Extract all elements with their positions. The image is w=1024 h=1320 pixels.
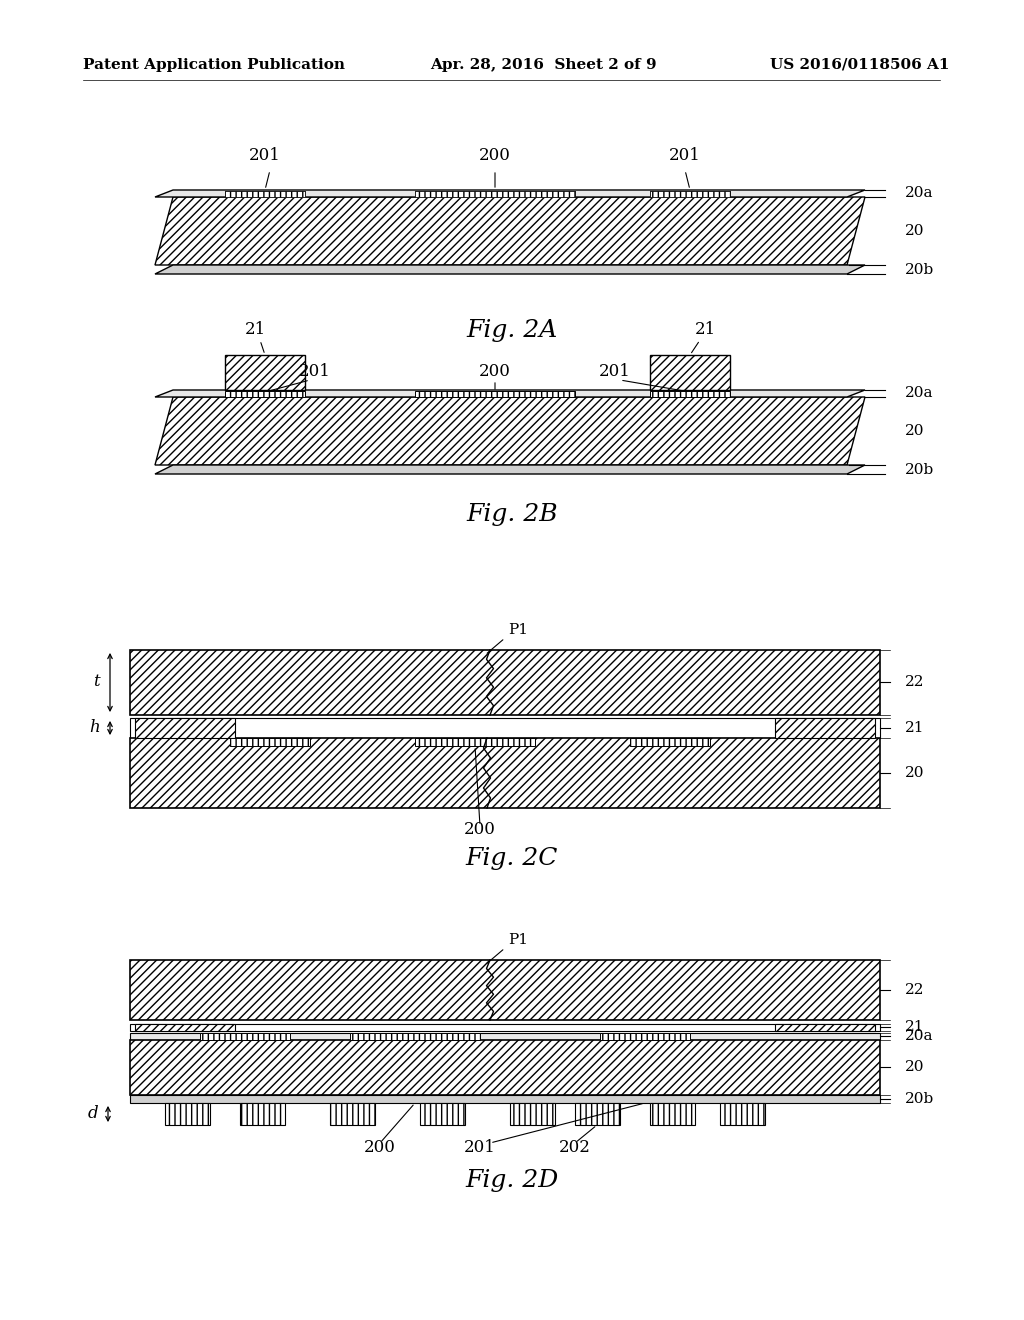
Text: 21: 21	[694, 322, 716, 338]
Bar	[225, 355, 305, 389]
Text: P1: P1	[508, 933, 528, 946]
Bar	[415, 191, 575, 197]
Text: t: t	[93, 673, 100, 690]
Text: 21: 21	[905, 1020, 925, 1034]
Bar	[415, 391, 575, 397]
Bar	[650, 191, 730, 197]
Bar	[130, 960, 880, 1020]
Bar	[135, 1024, 234, 1031]
Text: 201: 201	[599, 363, 631, 380]
Text: 21: 21	[245, 322, 265, 338]
Bar	[575, 1104, 620, 1125]
Text: Apr. 28, 2016  Sheet 2 of 9: Apr. 28, 2016 Sheet 2 of 9	[430, 58, 656, 73]
Text: 20a: 20a	[905, 186, 934, 201]
Polygon shape	[155, 465, 865, 474]
Bar	[600, 1034, 690, 1040]
Bar	[130, 649, 880, 715]
Bar	[650, 355, 730, 389]
Bar	[165, 1104, 210, 1125]
Bar	[350, 1034, 480, 1040]
Text: 20a: 20a	[905, 1030, 934, 1043]
Bar	[720, 1104, 765, 1125]
Bar	[775, 1024, 874, 1031]
Bar	[230, 738, 310, 746]
Text: 20: 20	[905, 766, 925, 780]
Bar	[130, 1096, 880, 1104]
Bar	[135, 718, 234, 738]
Text: Patent Application Publication: Patent Application Publication	[83, 58, 345, 73]
Text: 20: 20	[905, 424, 925, 438]
Bar	[510, 1104, 555, 1125]
Bar	[130, 718, 880, 738]
Bar	[650, 391, 730, 397]
Bar	[630, 738, 710, 746]
Bar	[225, 191, 305, 197]
Polygon shape	[155, 265, 865, 275]
Text: 202: 202	[559, 1138, 591, 1155]
Text: 21: 21	[905, 721, 925, 735]
Text: 20: 20	[905, 224, 925, 238]
Bar	[420, 1104, 465, 1125]
Text: Fig. 2B: Fig. 2B	[466, 503, 558, 525]
Text: 200: 200	[479, 363, 511, 380]
Bar	[650, 1104, 695, 1125]
Text: Fig. 2C: Fig. 2C	[466, 846, 558, 870]
Bar	[415, 738, 535, 746]
Text: 201: 201	[249, 147, 281, 164]
Polygon shape	[155, 197, 865, 265]
Bar	[200, 1034, 290, 1040]
Text: 20: 20	[905, 1060, 925, 1074]
Text: 201: 201	[299, 363, 331, 380]
Bar	[330, 1104, 375, 1125]
Bar	[775, 718, 874, 738]
Bar	[130, 1024, 880, 1031]
Bar	[415, 191, 575, 197]
Text: P1: P1	[508, 623, 528, 638]
Text: 200: 200	[365, 1138, 396, 1155]
Text: 20b: 20b	[905, 263, 934, 277]
Text: d: d	[87, 1106, 98, 1122]
Text: h: h	[89, 719, 100, 737]
Bar	[130, 1034, 880, 1040]
Text: 22: 22	[905, 675, 925, 689]
Bar	[130, 738, 880, 808]
Text: 20b: 20b	[905, 1092, 934, 1106]
Text: 20a: 20a	[905, 385, 934, 400]
Text: 200: 200	[479, 147, 511, 164]
Text: 201: 201	[669, 147, 701, 164]
Text: Fig. 2A: Fig. 2A	[466, 318, 558, 342]
Text: 20b: 20b	[905, 463, 934, 477]
Bar	[225, 391, 305, 397]
Polygon shape	[155, 389, 865, 397]
Polygon shape	[155, 190, 865, 197]
Polygon shape	[155, 397, 865, 465]
Text: 22: 22	[905, 983, 925, 997]
Bar	[130, 1040, 880, 1096]
Text: Fig. 2D: Fig. 2D	[465, 1168, 559, 1192]
Bar	[240, 1104, 285, 1125]
Bar	[225, 191, 305, 197]
Text: 200: 200	[464, 821, 496, 838]
Bar	[650, 191, 730, 197]
Text: US 2016/0118506 A1: US 2016/0118506 A1	[770, 58, 949, 73]
Text: 201: 201	[464, 1138, 496, 1155]
